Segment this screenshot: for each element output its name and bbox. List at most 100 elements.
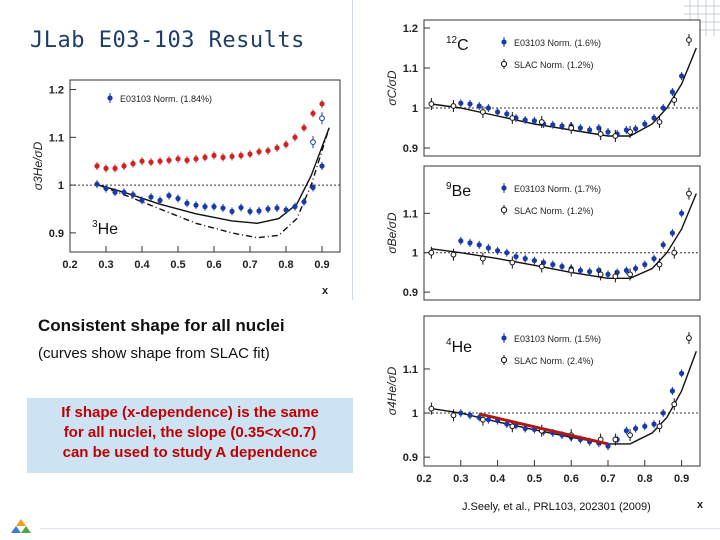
data-point bbox=[193, 202, 199, 208]
data-point-open bbox=[597, 131, 604, 137]
x-tick-label: 0.9 bbox=[314, 259, 329, 271]
data-point bbox=[531, 118, 537, 124]
data-point bbox=[642, 423, 648, 429]
plot-frame bbox=[423, 165, 701, 301]
curve-note: (curves show shape from SLAC fit) bbox=[38, 345, 270, 362]
data-point bbox=[103, 165, 109, 171]
legend-marker bbox=[501, 39, 507, 45]
data-point bbox=[310, 184, 316, 191]
data-point bbox=[184, 157, 190, 163]
data-point bbox=[274, 205, 280, 211]
data-point bbox=[166, 193, 172, 199]
data-point bbox=[211, 204, 217, 210]
data-point bbox=[660, 410, 666, 416]
data-point bbox=[522, 256, 528, 262]
data-point bbox=[476, 242, 482, 248]
logo-icon bbox=[11, 519, 31, 533]
chart-3he: 0.9 1 1.1 1.2 0.2 0.3 0.4 0.5 0.6 0.7 0.8 0.9 x σ3He/… bbox=[31, 79, 341, 297]
x-tick-label: 0.8 bbox=[278, 259, 293, 271]
data-point bbox=[660, 105, 666, 111]
data-point bbox=[651, 421, 657, 427]
y-tick-label: 1.2 bbox=[49, 85, 64, 97]
y-tick-label: 1.1 bbox=[403, 208, 418, 220]
data-point bbox=[458, 238, 464, 244]
data-point bbox=[504, 111, 510, 117]
data-point-open bbox=[428, 101, 435, 107]
data-point bbox=[130, 161, 136, 167]
y-tick-label: 0.9 bbox=[49, 228, 64, 240]
data-point bbox=[229, 208, 235, 214]
y-tick-label: 1 bbox=[412, 248, 418, 260]
data-point bbox=[256, 149, 262, 155]
legend-marker bbox=[107, 95, 113, 101]
data-point bbox=[485, 245, 491, 251]
data-point-open bbox=[671, 97, 678, 103]
nucleus-mass-number: 4 bbox=[446, 337, 452, 348]
x-tick-label: 0.2 bbox=[416, 473, 431, 485]
data-point bbox=[550, 261, 556, 268]
data-point bbox=[642, 261, 648, 268]
data-point-open bbox=[627, 129, 633, 135]
data-point bbox=[283, 141, 289, 148]
footer-line bbox=[40, 528, 720, 529]
data-point bbox=[292, 204, 298, 210]
data-point bbox=[642, 121, 648, 127]
data-point bbox=[220, 154, 226, 160]
nucleus-label: 4He bbox=[446, 337, 472, 356]
data-point bbox=[467, 412, 473, 418]
y-tick-label: 0.9 bbox=[403, 287, 418, 299]
data-point-open bbox=[509, 423, 516, 430]
data-point bbox=[467, 240, 473, 246]
data-point-open bbox=[671, 249, 678, 256]
x-tick-label: 0.7 bbox=[600, 473, 615, 485]
data-point-open bbox=[450, 251, 457, 258]
data-point bbox=[184, 200, 190, 206]
data-point-open bbox=[509, 115, 516, 121]
data-point bbox=[679, 73, 685, 79]
x-tick-label: 0.2 bbox=[62, 259, 77, 271]
data-point bbox=[265, 206, 271, 212]
data-point-open bbox=[656, 261, 663, 268]
data-point bbox=[319, 101, 325, 107]
x-tick-label: 0.9 bbox=[674, 473, 689, 485]
data-point-open bbox=[686, 335, 692, 341]
data-point bbox=[103, 185, 109, 192]
legend-label: E03103 Norm. (1.6%) bbox=[514, 38, 601, 48]
data-point bbox=[495, 109, 501, 115]
legend-label: E03103 Norm. (1.7%) bbox=[514, 184, 601, 194]
y-axis-label: σC/σD bbox=[385, 70, 399, 105]
data-point bbox=[112, 165, 118, 171]
data-point bbox=[679, 210, 685, 216]
data-point bbox=[522, 425, 528, 432]
divider-line bbox=[352, 0, 353, 300]
data-point-open bbox=[538, 263, 545, 270]
data-point bbox=[139, 197, 145, 203]
data-point bbox=[633, 265, 639, 272]
y-tick-label: 1.1 bbox=[403, 63, 418, 75]
legend-marker bbox=[500, 356, 508, 364]
plot-frame bbox=[423, 315, 701, 467]
nucleus-symbol: C bbox=[457, 37, 469, 54]
data-point bbox=[623, 428, 629, 434]
data-point bbox=[669, 388, 675, 394]
data-point bbox=[669, 89, 675, 95]
data-point bbox=[148, 194, 154, 200]
x-tick-label: 0.5 bbox=[527, 473, 542, 485]
data-point bbox=[458, 100, 464, 106]
nucleus-mass-number: 9 bbox=[446, 181, 452, 192]
y-tick-label: 0.9 bbox=[403, 143, 418, 155]
data-point bbox=[238, 152, 244, 159]
y-tick-label: 0.9 bbox=[403, 452, 418, 464]
data-point bbox=[175, 195, 181, 202]
nucleus-label: 9Be bbox=[446, 181, 471, 200]
data-point bbox=[485, 417, 491, 423]
data-point-open bbox=[538, 119, 545, 125]
data-point bbox=[559, 263, 565, 270]
data-point bbox=[121, 189, 127, 195]
data-point bbox=[112, 189, 118, 195]
data-point bbox=[310, 110, 316, 117]
data-point bbox=[587, 269, 593, 275]
nucleus-mass-number: 12 bbox=[446, 35, 458, 46]
x-tick-label: 0.5 bbox=[170, 259, 185, 271]
x-tick-label: 0.3 bbox=[453, 473, 468, 485]
